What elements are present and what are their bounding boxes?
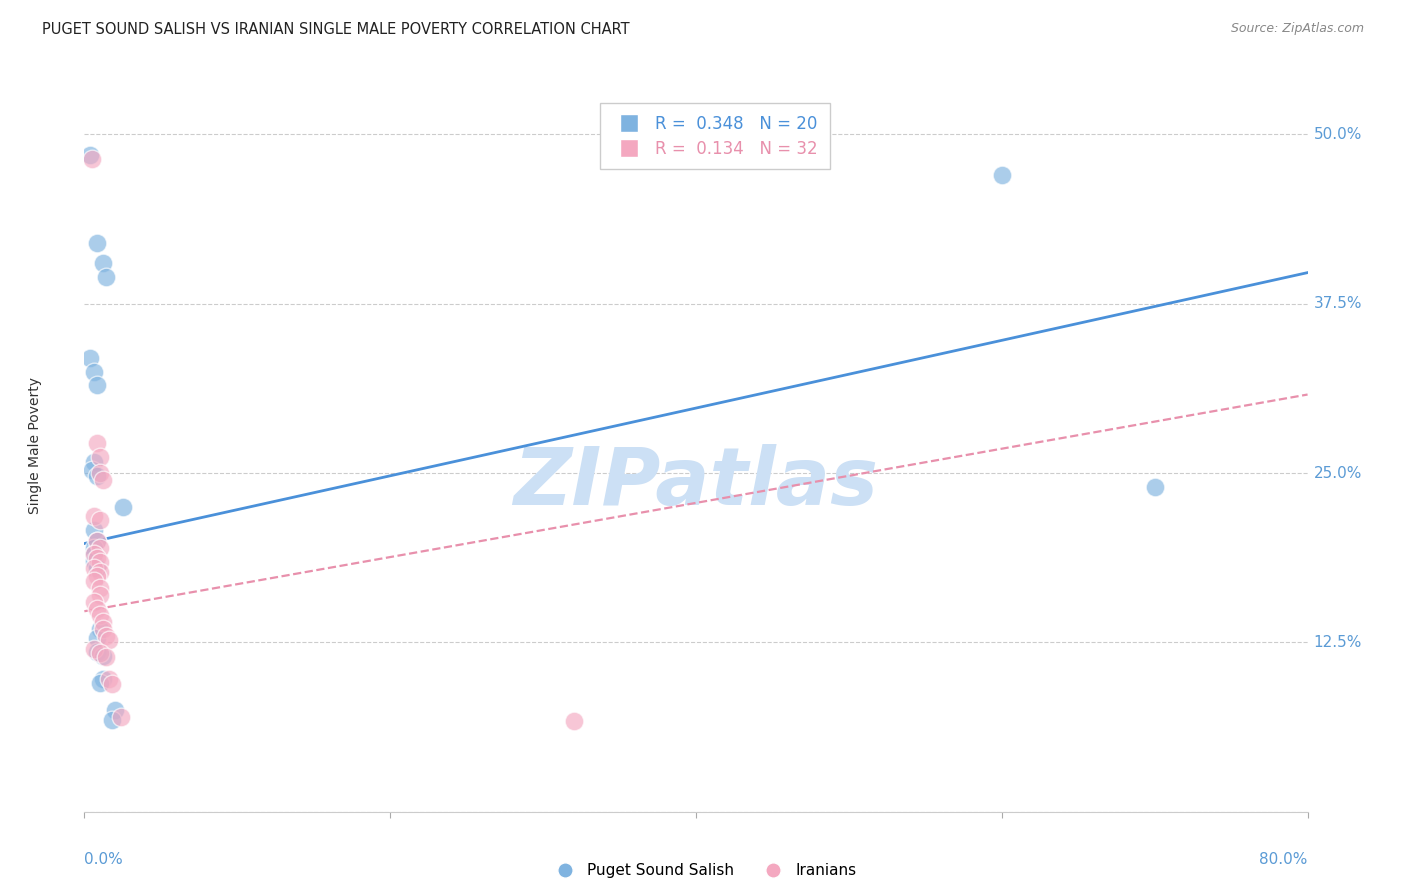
Point bbox=[79, 148, 101, 162]
Point bbox=[89, 588, 111, 602]
Point bbox=[80, 463, 103, 477]
Point bbox=[86, 561, 108, 575]
Point bbox=[79, 351, 101, 365]
Point bbox=[83, 554, 105, 568]
Point bbox=[80, 152, 103, 166]
Point bbox=[91, 473, 114, 487]
Point bbox=[89, 556, 111, 570]
Point bbox=[86, 551, 108, 566]
Point bbox=[86, 645, 108, 659]
Text: 80.0%: 80.0% bbox=[1260, 852, 1308, 867]
Text: 50.0%: 50.0% bbox=[1313, 127, 1362, 142]
Point bbox=[86, 436, 108, 450]
Point bbox=[83, 509, 105, 524]
Point bbox=[94, 629, 117, 643]
Point bbox=[83, 547, 105, 561]
Point bbox=[101, 677, 124, 691]
Point bbox=[94, 650, 117, 665]
Text: ZIPatlas: ZIPatlas bbox=[513, 443, 879, 522]
Point bbox=[91, 672, 114, 686]
Point bbox=[1143, 480, 1166, 494]
Point bbox=[83, 541, 105, 555]
Point bbox=[101, 713, 124, 727]
Point bbox=[94, 269, 117, 284]
Point bbox=[86, 632, 108, 646]
Point bbox=[110, 710, 132, 724]
Legend: R =  0.348   N = 20, R =  0.134   N = 32: R = 0.348 N = 20, R = 0.134 N = 32 bbox=[600, 103, 830, 169]
Point bbox=[83, 595, 105, 609]
Point bbox=[86, 601, 108, 615]
Point bbox=[111, 500, 134, 514]
Text: Single Male Poverty: Single Male Poverty bbox=[28, 377, 42, 515]
Point bbox=[89, 676, 111, 690]
Point bbox=[91, 622, 114, 636]
Point bbox=[86, 569, 108, 583]
Point bbox=[104, 703, 127, 717]
Point bbox=[89, 622, 111, 636]
Point bbox=[86, 378, 108, 392]
Point bbox=[91, 648, 114, 663]
Point bbox=[562, 714, 585, 728]
Text: Source: ZipAtlas.com: Source: ZipAtlas.com bbox=[1230, 22, 1364, 36]
Point bbox=[89, 541, 111, 555]
Point bbox=[97, 672, 120, 686]
Point bbox=[89, 450, 111, 464]
Point bbox=[83, 561, 105, 575]
Point bbox=[86, 533, 108, 548]
Point bbox=[89, 514, 111, 528]
Text: 0.0%: 0.0% bbox=[84, 852, 124, 867]
Text: PUGET SOUND SALISH VS IRANIAN SINGLE MALE POVERTY CORRELATION CHART: PUGET SOUND SALISH VS IRANIAN SINGLE MAL… bbox=[42, 22, 630, 37]
Point bbox=[86, 533, 108, 548]
Text: 37.5%: 37.5% bbox=[1313, 296, 1362, 311]
Point bbox=[83, 547, 105, 561]
Point bbox=[89, 646, 111, 660]
Point bbox=[83, 574, 105, 589]
Point bbox=[91, 256, 114, 270]
Point bbox=[97, 632, 120, 647]
Legend: Puget Sound Salish, Iranians: Puget Sound Salish, Iranians bbox=[543, 857, 863, 884]
Text: 12.5%: 12.5% bbox=[1313, 635, 1362, 650]
Point bbox=[83, 364, 105, 378]
Point bbox=[83, 455, 105, 469]
Point bbox=[89, 608, 111, 623]
Point bbox=[991, 168, 1014, 182]
Point bbox=[89, 466, 111, 480]
Point bbox=[86, 235, 108, 250]
Point bbox=[91, 615, 114, 629]
Point bbox=[83, 523, 105, 537]
Point bbox=[89, 581, 111, 595]
Point bbox=[89, 565, 111, 579]
Point bbox=[83, 642, 105, 657]
Point bbox=[86, 468, 108, 483]
Text: 25.0%: 25.0% bbox=[1313, 466, 1362, 481]
